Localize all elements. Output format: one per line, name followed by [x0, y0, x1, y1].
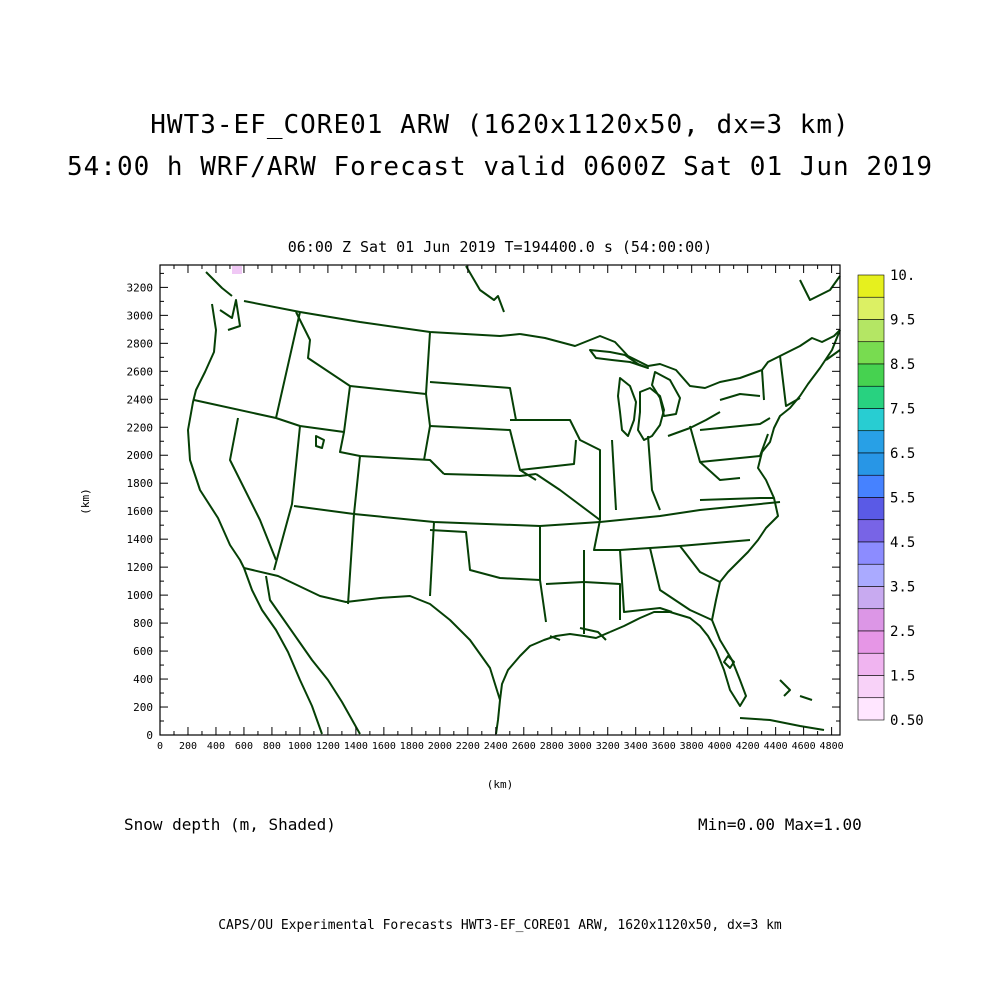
x-tick-label: 1800: [400, 741, 424, 752]
y-tick-label: 1800: [127, 477, 154, 490]
colorbar-label: 4.5: [890, 535, 915, 551]
colorbar-swatch: [857, 452, 885, 476]
y-tick-label: 3200: [127, 281, 154, 294]
colorbar-swatch: [857, 363, 885, 387]
snow-patch: [232, 266, 242, 274]
colorbar-swatch: [857, 474, 885, 498]
x-tick-label: 1600: [372, 741, 396, 752]
colorbar-swatch: [857, 341, 885, 365]
x-tick-label: 4200: [736, 741, 760, 752]
y-tick-label: 200: [133, 701, 153, 714]
colorbar-label: 3.5: [890, 580, 915, 596]
map-boundaries: [187, 265, 841, 735]
x-tick-label: 3600: [652, 741, 676, 752]
y-tick-label: 2800: [127, 337, 154, 350]
colorbar: 10. 9.5 8.5 7.5 6.5 5.5 4.5 3.5 2.5 1.5 0.50: [857, 268, 924, 729]
colorbar-label: 8.5: [890, 357, 915, 373]
colorbar-swatch: [857, 430, 885, 454]
y-tick-label: 1000: [127, 589, 154, 602]
colorbar-label: 10.: [890, 268, 915, 284]
axis-ticks: [159, 265, 840, 736]
y-tick-label: 600: [133, 645, 153, 658]
colorbar-swatch: [857, 563, 885, 587]
colorbar-label: 0.50: [890, 713, 924, 729]
x-tick-label: 1200: [316, 741, 340, 752]
y-tick-label: 2000: [127, 449, 154, 462]
colorbar-label: 2.5: [890, 624, 915, 640]
colorbar-swatch: [857, 319, 885, 343]
figure-title-line1: HWT3-EF_CORE01 ARW (1620x1120x50, dx=3 k…: [150, 110, 850, 140]
y-tick-label: 1200: [127, 561, 154, 574]
x-tick-label: 400: [207, 741, 225, 752]
axis-tick-labels: 0 200 400 600 800 1000 1200 1400 1600 1800 2000 220…: [127, 281, 844, 752]
y-tick-label: 2200: [127, 421, 154, 434]
x-tick-label: 0: [157, 741, 163, 752]
x-tick-label: 3000: [568, 741, 592, 752]
x-tick-label: 600: [235, 741, 253, 752]
x-tick-label: 3200: [596, 741, 620, 752]
colorbar-swatch: [857, 519, 885, 543]
x-tick-label: 2400: [484, 741, 508, 752]
colorbar-swatch: [857, 541, 885, 565]
y-tick-label: 0: [146, 729, 153, 742]
colorbar-swatch: [857, 608, 885, 632]
colorbar-swatch: [857, 408, 885, 432]
y-axis-unit: (km): [78, 488, 92, 515]
figure-title-line2: 54:00 h WRF/ARW Forecast valid 0600Z Sat…: [67, 152, 933, 182]
colorbar-swatch: [857, 586, 885, 610]
min-max-label: Min=0.00 Max=1.00: [698, 815, 862, 834]
colorbar-swatch: [857, 630, 885, 654]
colorbar-swatch: [857, 385, 885, 409]
x-axis-unit: (km): [486, 778, 514, 791]
footer-credit: CAPS/OU Experimental Forecasts HWT3-EF_C…: [218, 918, 782, 933]
colorbar-label: 1.5: [890, 669, 915, 685]
x-tick-label: 4400: [764, 741, 788, 752]
x-tick-label: 2000: [428, 741, 452, 752]
x-tick-label: 4800: [820, 741, 844, 752]
y-tick-label: 2400: [127, 393, 154, 406]
y-tick-label: 1400: [127, 533, 154, 546]
colorbar-swatch: [857, 697, 885, 721]
colorbar-swatch: [857, 497, 885, 521]
colorbar-label: 7.5: [890, 402, 915, 418]
y-tick-label: 1600: [127, 505, 154, 518]
y-tick-label: 400: [133, 673, 153, 686]
x-tick-label: 2800: [540, 741, 564, 752]
y-tick-label: 800: [133, 617, 153, 630]
x-tick-label: 200: [179, 741, 197, 752]
x-tick-label: 1000: [288, 741, 312, 752]
x-tick-label: 3400: [624, 741, 648, 752]
x-tick-label: 1400: [344, 741, 368, 752]
colorbar-label: 5.5: [890, 491, 915, 507]
x-tick-label: 4600: [792, 741, 816, 752]
colorbar-label: 9.5: [890, 313, 915, 329]
colorbar-swatch: [857, 296, 885, 320]
colorbar-label: 6.5: [890, 446, 915, 462]
colorbar-swatch: [857, 652, 885, 676]
x-tick-label: 2600: [512, 741, 536, 752]
variable-label: Snow depth (m, Shaded): [124, 815, 336, 834]
y-tick-label: 3000: [127, 309, 154, 322]
valid-time-subtitle: 06:00 Z Sat 01 Jun 2019 T=194400.0 s (54…: [287, 238, 713, 256]
y-tick-label: 2600: [127, 365, 154, 378]
colorbar-swatch: [857, 274, 885, 298]
plot-frame: [159, 264, 841, 736]
x-tick-label: 3800: [680, 741, 704, 752]
x-tick-label: 4000: [708, 741, 732, 752]
x-tick-label: 2200: [456, 741, 480, 752]
x-tick-label: 800: [263, 741, 281, 752]
colorbar-swatch: [857, 675, 885, 699]
